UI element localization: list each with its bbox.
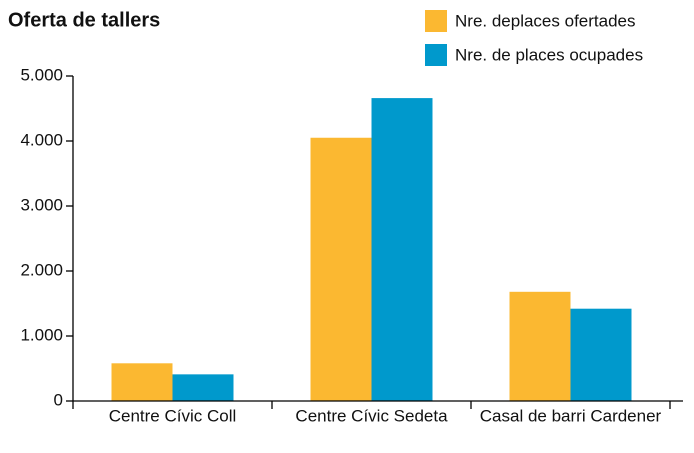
y-tick-label: 4.000: [20, 130, 63, 149]
x-tick-label: Casal de barri Cardener: [480, 406, 662, 425]
bar: [111, 363, 173, 401]
legend-label: Nre. de places ocupades: [455, 45, 643, 64]
y-tick-label: 3.000: [20, 195, 63, 214]
x-tick-label: Centre Cívic Sedeta: [295, 406, 448, 425]
legend-swatch: [425, 44, 447, 66]
bar: [570, 308, 632, 401]
y-tick-label: 2.000: [20, 260, 63, 279]
bar: [371, 98, 433, 401]
bar: [509, 291, 571, 401]
x-tick-label: Centre Cívic Coll: [109, 406, 237, 425]
chart-title: Oferta de tallers: [8, 9, 160, 31]
y-tick-label: 1.000: [20, 325, 63, 344]
y-tick-label: 0: [54, 390, 63, 409]
legend-label: Nre. deplaces ofertades: [455, 11, 636, 30]
bar: [172, 374, 234, 401]
bar: [310, 137, 372, 401]
legend-swatch: [425, 10, 447, 32]
y-tick-label: 5.000: [20, 65, 63, 84]
